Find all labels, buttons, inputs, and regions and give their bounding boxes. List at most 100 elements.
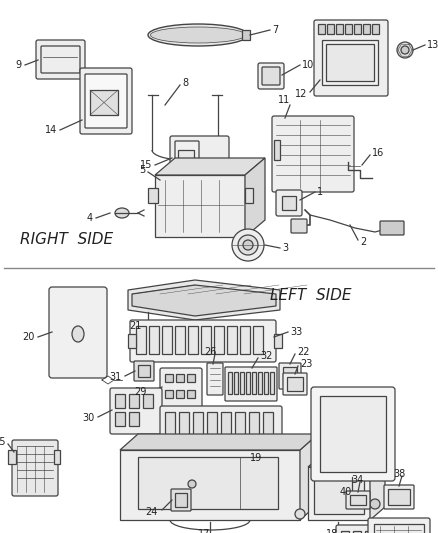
Bar <box>240 372 244 394</box>
Ellipse shape <box>115 208 129 218</box>
FancyBboxPatch shape <box>272 116 354 192</box>
Text: RIGHT  SIDE: RIGHT SIDE <box>20 232 113 247</box>
FancyBboxPatch shape <box>36 40 85 79</box>
Bar <box>187 390 195 398</box>
FancyBboxPatch shape <box>12 440 58 496</box>
Bar <box>235 412 245 442</box>
Text: 21: 21 <box>130 321 142 331</box>
Text: 7: 7 <box>272 25 278 35</box>
Bar <box>252 372 256 394</box>
Bar <box>274 334 282 348</box>
Text: 1: 1 <box>317 187 323 197</box>
Bar <box>201 326 211 354</box>
Polygon shape <box>308 467 370 520</box>
Bar <box>242 30 250 40</box>
Bar <box>234 372 238 394</box>
Text: 20: 20 <box>23 332 35 342</box>
Text: 33: 33 <box>290 327 302 337</box>
Bar <box>165 390 173 398</box>
FancyBboxPatch shape <box>49 287 107 378</box>
Text: 25: 25 <box>0 437 6 447</box>
Polygon shape <box>120 434 318 450</box>
Bar <box>128 334 136 348</box>
Bar <box>162 326 172 354</box>
Bar <box>314 472 364 514</box>
Circle shape <box>370 499 380 509</box>
Bar <box>350 495 366 505</box>
FancyBboxPatch shape <box>283 373 307 395</box>
Polygon shape <box>308 454 385 467</box>
FancyBboxPatch shape <box>85 74 127 128</box>
Bar <box>176 390 184 398</box>
Text: 22: 22 <box>297 347 310 357</box>
Text: 5: 5 <box>139 165 145 175</box>
Bar <box>282 196 296 210</box>
Bar <box>54 450 60 464</box>
Ellipse shape <box>72 326 84 342</box>
FancyBboxPatch shape <box>311 387 395 481</box>
Polygon shape <box>132 285 276 316</box>
Polygon shape <box>155 175 245 237</box>
Text: 13: 13 <box>427 40 438 50</box>
Bar <box>136 326 146 354</box>
Bar <box>322 40 378 85</box>
Bar <box>240 326 250 354</box>
Bar <box>175 493 187 507</box>
Bar <box>253 326 263 354</box>
Bar <box>143 394 153 408</box>
Polygon shape <box>155 158 265 175</box>
Text: 8: 8 <box>182 78 188 88</box>
Bar <box>138 365 150 377</box>
Text: 24: 24 <box>145 507 158 517</box>
Bar <box>327 24 334 34</box>
Text: 18: 18 <box>326 529 338 533</box>
Text: 26: 26 <box>204 347 216 357</box>
Text: 32: 32 <box>260 351 272 361</box>
FancyBboxPatch shape <box>80 68 132 134</box>
Text: 10: 10 <box>302 60 314 70</box>
FancyBboxPatch shape <box>276 190 302 216</box>
FancyBboxPatch shape <box>314 20 388 96</box>
Polygon shape <box>300 434 318 520</box>
Text: 12: 12 <box>295 89 307 99</box>
FancyBboxPatch shape <box>170 136 229 185</box>
FancyBboxPatch shape <box>291 219 307 233</box>
Bar <box>245 188 253 203</box>
Bar <box>138 457 278 509</box>
Text: 2: 2 <box>360 237 366 247</box>
Text: 29: 29 <box>134 387 147 397</box>
Bar <box>274 140 280 160</box>
Bar <box>336 24 343 34</box>
Bar <box>115 412 125 426</box>
Text: 15: 15 <box>140 160 152 170</box>
FancyBboxPatch shape <box>258 63 284 89</box>
Bar <box>246 372 250 394</box>
Text: 31: 31 <box>110 372 122 382</box>
Text: 3: 3 <box>282 243 288 253</box>
Bar <box>326 44 374 81</box>
Bar <box>258 372 262 394</box>
Bar <box>188 326 198 354</box>
Bar <box>283 367 297 385</box>
Text: 40: 40 <box>340 487 352 497</box>
FancyBboxPatch shape <box>380 221 404 235</box>
FancyBboxPatch shape <box>336 525 395 533</box>
Bar <box>149 326 159 354</box>
Text: 38: 38 <box>393 469 405 479</box>
Polygon shape <box>370 454 385 520</box>
Bar <box>90 90 118 115</box>
Bar <box>249 412 259 442</box>
Bar <box>374 524 424 533</box>
Polygon shape <box>128 280 280 320</box>
Bar <box>8 450 16 464</box>
Text: 14: 14 <box>45 125 57 135</box>
Ellipse shape <box>151 27 246 43</box>
FancyBboxPatch shape <box>384 485 414 509</box>
Bar <box>227 326 237 354</box>
Bar <box>214 326 224 354</box>
Text: 19: 19 <box>250 453 262 463</box>
FancyBboxPatch shape <box>171 489 191 511</box>
Bar <box>354 24 361 34</box>
Bar <box>148 188 158 203</box>
Bar <box>353 531 361 533</box>
